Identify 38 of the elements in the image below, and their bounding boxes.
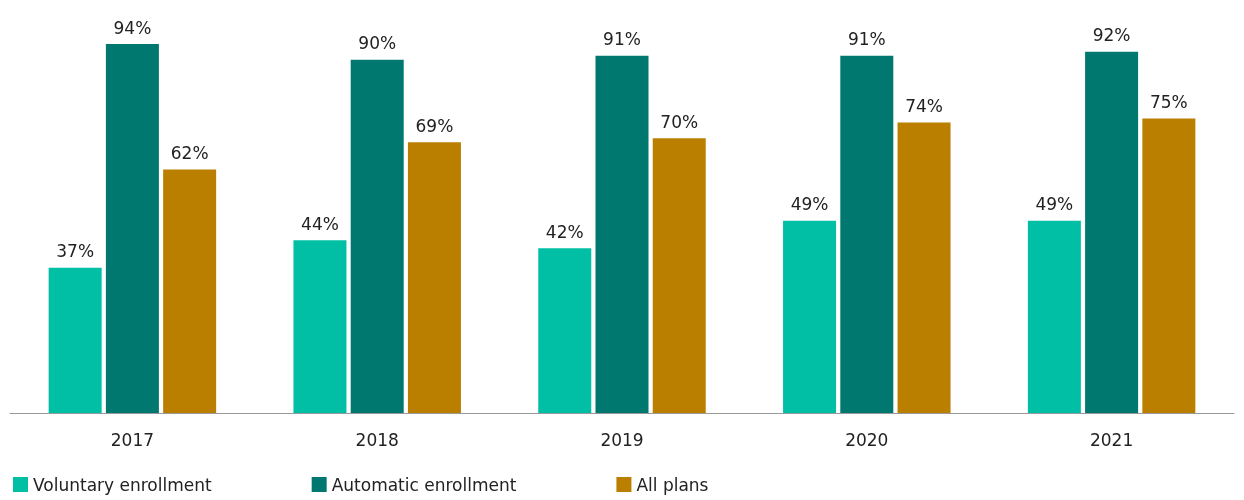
bar xyxy=(48,267,102,413)
data-label: 49% xyxy=(1035,194,1074,215)
x-tick-label: 2020 xyxy=(845,429,889,450)
legend-label: Voluntary enrollment xyxy=(33,474,213,495)
bar xyxy=(105,44,159,413)
data-label: 91% xyxy=(603,29,641,50)
bar xyxy=(1085,51,1139,413)
data-label: 44% xyxy=(301,213,339,234)
bar xyxy=(897,122,951,413)
x-tick-label: 2019 xyxy=(600,429,644,450)
x-tick-label: 2021 xyxy=(1089,429,1134,450)
x-tick-label: 2018 xyxy=(355,429,399,450)
x-tick-label: 2017 xyxy=(110,429,155,450)
data-label: 62% xyxy=(170,143,209,164)
data-label: 42% xyxy=(545,221,584,242)
data-label: 91% xyxy=(847,29,886,50)
data-label: 74% xyxy=(905,96,943,117)
legend-label: All plans xyxy=(636,474,709,495)
data-label: 94% xyxy=(113,17,152,38)
legend-label: Automatic enrollment xyxy=(331,474,517,495)
data-label: 37% xyxy=(56,241,95,262)
data-label: 90% xyxy=(358,33,397,54)
data-label: 75% xyxy=(1149,92,1188,113)
data-label: 49% xyxy=(790,194,829,215)
bar xyxy=(293,240,347,413)
bar xyxy=(1142,118,1196,413)
bar xyxy=(1027,220,1081,413)
data-label: 70% xyxy=(660,111,699,132)
bar xyxy=(350,59,404,413)
bar xyxy=(652,138,706,413)
data-label: 92% xyxy=(1092,25,1131,46)
data-label: 69% xyxy=(415,115,454,136)
bar xyxy=(538,248,592,413)
bar xyxy=(840,55,894,413)
bar xyxy=(407,142,461,413)
bar xyxy=(783,220,837,413)
bar xyxy=(595,55,649,413)
bar xyxy=(163,169,217,413)
